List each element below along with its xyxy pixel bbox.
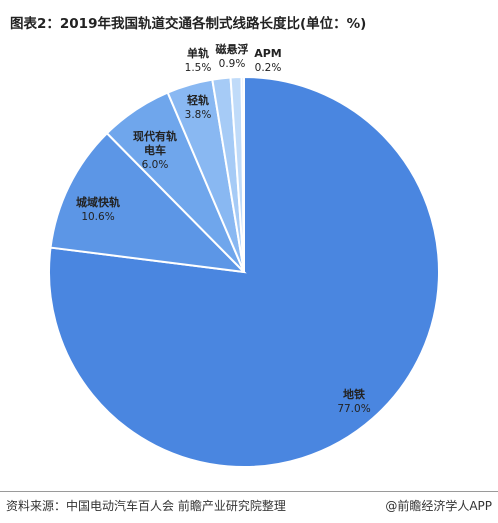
slice-label-1: 城域快轨 10.6% [76, 195, 120, 223]
pie-slice-6 [240, 75, 245, 273]
slice-name-4: 单轨 [187, 46, 209, 60]
slice-name-3: 轻轨 [187, 93, 209, 107]
slice-value-0: 77.0% [337, 403, 370, 415]
slice-value-1: 10.6% [81, 211, 114, 223]
slice-label-0: 地铁 77.0% [337, 387, 370, 415]
slice-value-6: 0.2% [255, 62, 282, 74]
slice-value-5: 0.9% [219, 58, 246, 70]
pie-slice-0 [48, 75, 440, 468]
slice-value-4: 1.5% [185, 62, 212, 74]
slice-label-5: 磁悬浮 0.9% [216, 42, 249, 70]
slice-name-1: 城域快轨 [76, 195, 120, 209]
pie-slice-1 [49, 131, 247, 274]
slice-name-5: 磁悬浮 [216, 42, 249, 56]
slice-label-3: 轻轨 3.8% [185, 93, 212, 121]
pie-slices [48, 75, 440, 468]
source-note: 资料来源：中国电动汽车百人会 前瞻产业研究院整理 [6, 499, 286, 513]
chart-title: 图表2：2019年我国轨道交通各制式线路长度比(单位：%) [10, 16, 367, 32]
slice-name-2-1: 电车 [144, 143, 166, 157]
slice-value-3: 3.8% [185, 109, 212, 121]
slice-label-4: 单轨 1.5% [185, 46, 212, 74]
brand-credit: @前瞻经济学人APP [385, 499, 492, 513]
slice-name-0: 地铁 [343, 387, 365, 401]
footer-divider [0, 491, 498, 492]
slice-name-2-0: 现代有轨 [133, 129, 177, 143]
slice-name-6: APM [254, 47, 282, 60]
slice-value-2: 6.0% [142, 159, 169, 171]
slice-label-6: APM 0.2% [254, 47, 282, 74]
